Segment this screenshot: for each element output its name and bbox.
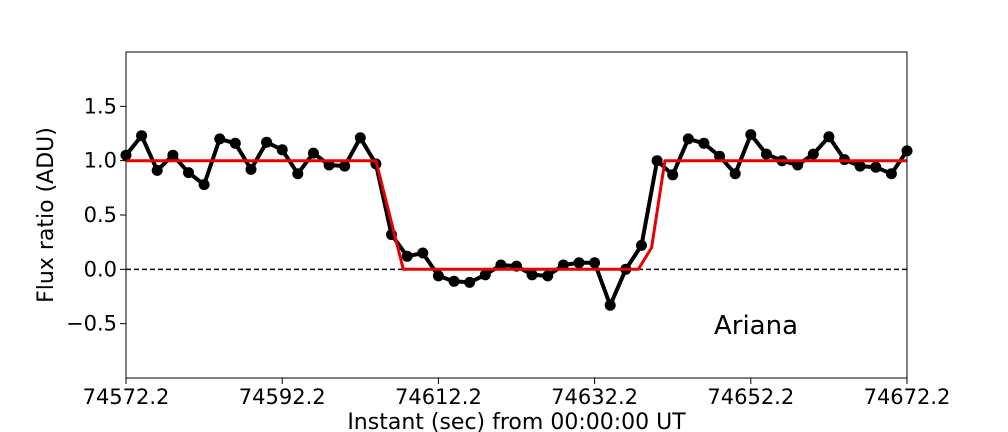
data-point — [557, 259, 569, 271]
y-tick-label: 0.0 — [84, 257, 117, 281]
data-point — [214, 133, 226, 145]
y-axis: −0.5 0.0 0.5 1.0 1.5 — [66, 94, 126, 336]
data-point — [448, 275, 460, 287]
data-point — [464, 276, 476, 288]
data-point — [823, 131, 835, 143]
data-point — [276, 144, 288, 156]
data-point — [870, 161, 882, 173]
data-point — [698, 137, 710, 149]
data-point — [401, 250, 413, 262]
data-point — [167, 149, 179, 161]
data-point — [651, 155, 663, 167]
data-point — [573, 257, 585, 269]
data-point — [729, 168, 741, 180]
x-tick-label: 74592.2 — [239, 385, 326, 409]
data-point — [495, 259, 507, 271]
data-point — [261, 136, 273, 148]
data-point — [745, 129, 757, 141]
x-tick-label: 74672.2 — [864, 385, 951, 409]
data-point — [807, 148, 819, 160]
data-point — [526, 269, 538, 281]
data-point — [885, 168, 897, 180]
data-point — [479, 269, 491, 281]
y-axis-title: Flux ratio (ADU) — [34, 127, 59, 303]
x-axis-title: Instant (sec) from 00:00:00 UT — [347, 410, 686, 432]
data-point — [432, 270, 444, 282]
data-point — [136, 130, 148, 142]
data-point — [307, 147, 319, 159]
x-tick-label: 74652.2 — [707, 385, 794, 409]
data-point — [323, 159, 335, 171]
data-point — [682, 133, 694, 145]
data-point — [542, 270, 554, 282]
y-tick-label: −0.5 — [66, 312, 117, 336]
data-point — [151, 164, 163, 176]
data-point — [417, 247, 429, 259]
x-tick-label: 74572.2 — [83, 385, 170, 409]
data-point — [792, 159, 804, 171]
data-point — [667, 169, 679, 181]
data-point — [229, 137, 241, 149]
x-tick-label: 74612.2 — [395, 385, 482, 409]
model-series-line — [126, 159, 907, 271]
data-point — [604, 299, 616, 311]
data-point — [354, 132, 366, 144]
y-tick-label: 1.5 — [84, 94, 117, 118]
y-tick-label: 0.5 — [84, 203, 117, 227]
y-tick-label: 1.0 — [84, 149, 117, 173]
chart-annotation: Ariana — [714, 311, 798, 341]
x-axis: 74572.2 74592.2 74612.2 74632.2 74652.2 74672… — [83, 378, 951, 409]
data-point — [339, 160, 351, 172]
data-point — [636, 239, 647, 251]
data-point — [245, 163, 257, 175]
x-tick-label: 74632.2 — [551, 385, 638, 409]
data-point — [198, 179, 210, 191]
data-point — [292, 168, 304, 180]
data-point — [854, 160, 866, 172]
plot-area — [120, 129, 913, 311]
data-point — [589, 257, 601, 269]
data-point — [183, 167, 194, 179]
data-point — [714, 150, 726, 162]
data-point — [760, 148, 772, 160]
